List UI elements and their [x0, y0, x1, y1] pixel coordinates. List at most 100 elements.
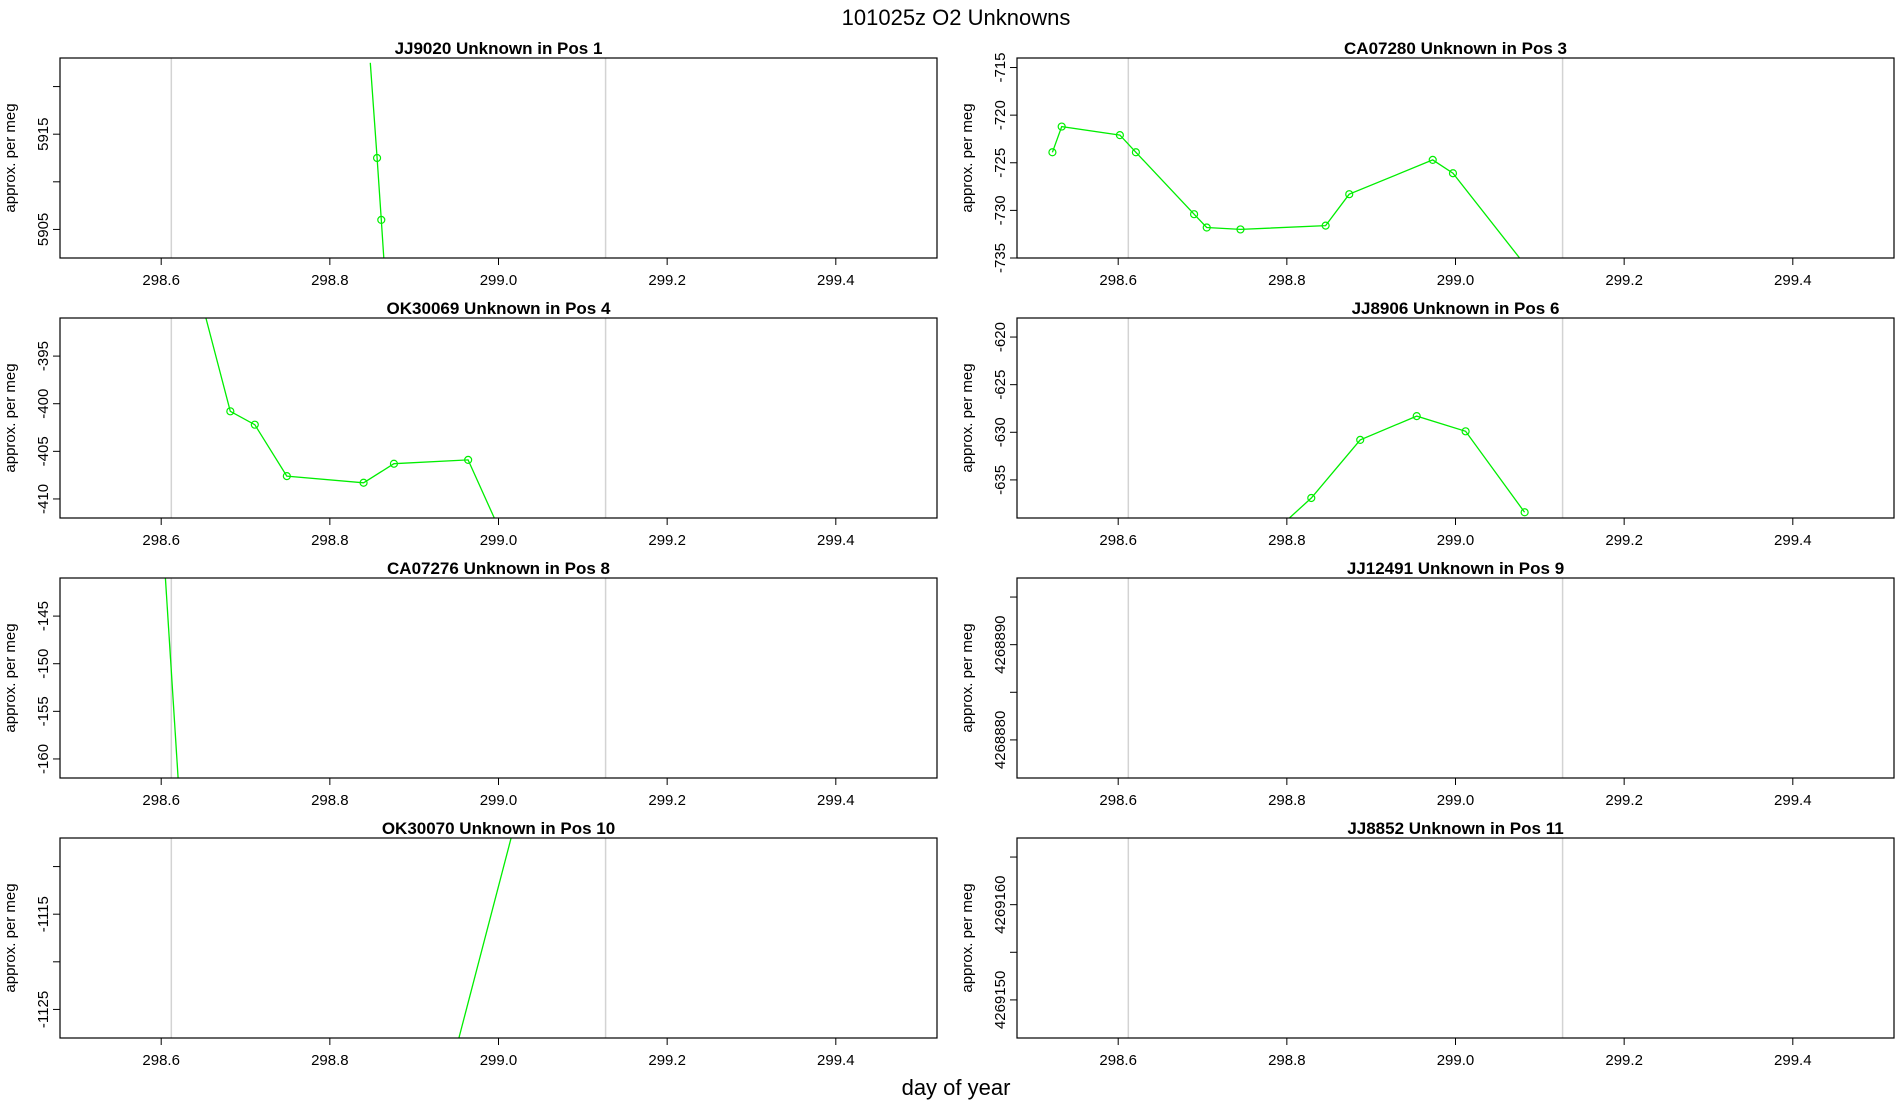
x-tick-label: 299.2 — [1605, 532, 1643, 549]
plot-frame — [1016, 57, 1895, 259]
data-point-marker — [1048, 148, 1057, 157]
panel-title: CA07280 Unknown in Pos 3 — [1344, 39, 1567, 58]
series-line — [1288, 415, 1526, 518]
data-point-marker — [1428, 155, 1437, 165]
data-point-marker — [1345, 190, 1354, 199]
y-tick-label: -635 — [992, 465, 1009, 495]
y-tick-label: 5905 — [35, 213, 52, 246]
x-tick-label: 299.2 — [648, 272, 686, 289]
y-tick-label: -620 — [992, 322, 1009, 352]
data-point-marker — [389, 459, 399, 468]
x-tick-label: 298.8 — [1268, 272, 1306, 289]
x-tick-label: 299.0 — [1437, 532, 1475, 549]
plot-frame — [1016, 317, 1895, 519]
data-point-marker — [372, 153, 382, 163]
series-line — [205, 318, 495, 518]
data-point-marker — [1189, 210, 1199, 219]
y-tick-label: -625 — [992, 370, 1009, 400]
panel-3: OK30069 Unknown in Pos 4 298.6 298.8 299.0 2… — [2, 299, 938, 549]
data-point-marker — [464, 455, 473, 465]
x-tick-label: 299.2 — [648, 532, 686, 549]
panel-title: JJ12491 Unknown in Pos 9 — [1347, 559, 1564, 578]
x-tick-label: 298.6 — [1099, 532, 1137, 549]
y-tick-label: -150 — [35, 649, 52, 679]
panel-2: CA07280 Unknown in Pos 3 298.6 298.8 299.0 2… — [959, 39, 1895, 289]
y-tick-label: -715 — [992, 53, 1009, 83]
x-tick-label: 298.6 — [142, 1052, 180, 1069]
x-tick-label: 299.0 — [480, 272, 518, 289]
x-tick-label: 298.8 — [1268, 532, 1306, 549]
y-axis-label: approx. per meg — [2, 623, 19, 732]
data-point-marker — [1321, 221, 1330, 230]
x-tick-label: 299.4 — [1774, 272, 1812, 289]
data-point-marker — [1356, 435, 1365, 445]
panel-4: JJ8906 Unknown in Pos 6 298.6 298.8 299.0 29… — [959, 299, 1895, 549]
panels-group: JJ9020 Unknown in Pos 1 298.6 298.8 299.0 29… — [2, 39, 1895, 1069]
data-point-marker — [1461, 427, 1470, 436]
plot-frame — [59, 837, 938, 1039]
y-axis-label: approx. per meg — [959, 103, 976, 212]
data-point-marker — [359, 478, 368, 487]
data-point-marker — [1115, 131, 1124, 140]
y-axis-label: approx. per meg — [959, 883, 976, 992]
y-tick-label: 4269160 — [992, 875, 1009, 933]
y-tick-label: -155 — [35, 696, 52, 726]
x-tick-label: 299.2 — [1605, 272, 1643, 289]
data-point-marker — [1236, 225, 1245, 234]
y-tick-label: -720 — [992, 100, 1009, 130]
plot-frame — [59, 57, 938, 259]
data-point-marker — [1412, 411, 1421, 421]
x-tick-label: 298.6 — [142, 532, 180, 549]
data-point-marker — [1520, 508, 1529, 517]
panel-6: JJ12491 Unknown in Pos 9 298.6 298.8 299.0 2… — [959, 559, 1895, 809]
y-tick-label: 4269150 — [992, 971, 1009, 1029]
data-point-marker — [1448, 169, 1458, 178]
panel-7: OK30070 Unknown in Pos 10 298.6 298.8 299.0… — [2, 819, 938, 1069]
y-tick-label: -1115 — [35, 896, 52, 932]
series-line — [1051, 125, 1521, 258]
x-tick-label: 298.6 — [1099, 792, 1137, 809]
x-tick-label: 299.4 — [1774, 532, 1812, 549]
x-tick-label: 299.0 — [480, 532, 518, 549]
y-tick-label: -405 — [35, 436, 52, 466]
y-axis-label: approx. per meg — [2, 103, 19, 212]
x-tick-label: 298.6 — [142, 272, 180, 289]
x-tick-label: 299.2 — [648, 792, 686, 809]
panel-5: CA07276 Unknown in Pos 8 298.6 298.8 299.0 2… — [2, 559, 938, 809]
y-tick-label: -400 — [35, 389, 52, 419]
x-tick-label: 299.0 — [480, 1052, 518, 1069]
y-tick-label: 4268880 — [992, 711, 1009, 769]
data-point-marker — [282, 471, 291, 481]
x-tick-label: 298.8 — [311, 272, 349, 289]
y-tick-label: 5915 — [35, 118, 52, 151]
data-point-marker — [1057, 122, 1066, 131]
y-tick-label: -1125 — [35, 991, 52, 1028]
x-tick-label: 298.8 — [311, 792, 349, 809]
x-tick-label: 298.6 — [142, 792, 180, 809]
data-point-marker — [1307, 493, 1316, 503]
x-tick-label: 299.0 — [480, 792, 518, 809]
data-point-marker — [250, 420, 259, 429]
x-tick-label: 299.0 — [1437, 792, 1475, 809]
y-tick-label: -145 — [35, 601, 52, 631]
data-point-marker — [377, 215, 386, 225]
x-tick-label: 298.6 — [1099, 1052, 1137, 1069]
x-tick-label: 298.6 — [1099, 272, 1137, 289]
y-tick-label: -160 — [35, 744, 52, 774]
x-tick-label: 299.4 — [817, 272, 855, 289]
series-line — [369, 62, 385, 258]
x-tick-label: 299.4 — [1774, 1052, 1812, 1069]
x-tick-label: 299.4 — [817, 1052, 855, 1069]
x-tick-label: 299.4 — [817, 532, 855, 549]
x-tick-label: 298.8 — [311, 1052, 349, 1069]
x-tick-label: 299.2 — [1605, 1052, 1643, 1069]
y-tick-label: -630 — [992, 417, 1009, 447]
series-line — [458, 838, 512, 1038]
y-tick-label: -410 — [35, 484, 52, 514]
x-tick-label: 298.8 — [1268, 1052, 1306, 1069]
data-point-marker — [226, 407, 235, 416]
y-axis-label: approx. per meg — [959, 623, 976, 732]
plot-frame — [59, 317, 938, 519]
